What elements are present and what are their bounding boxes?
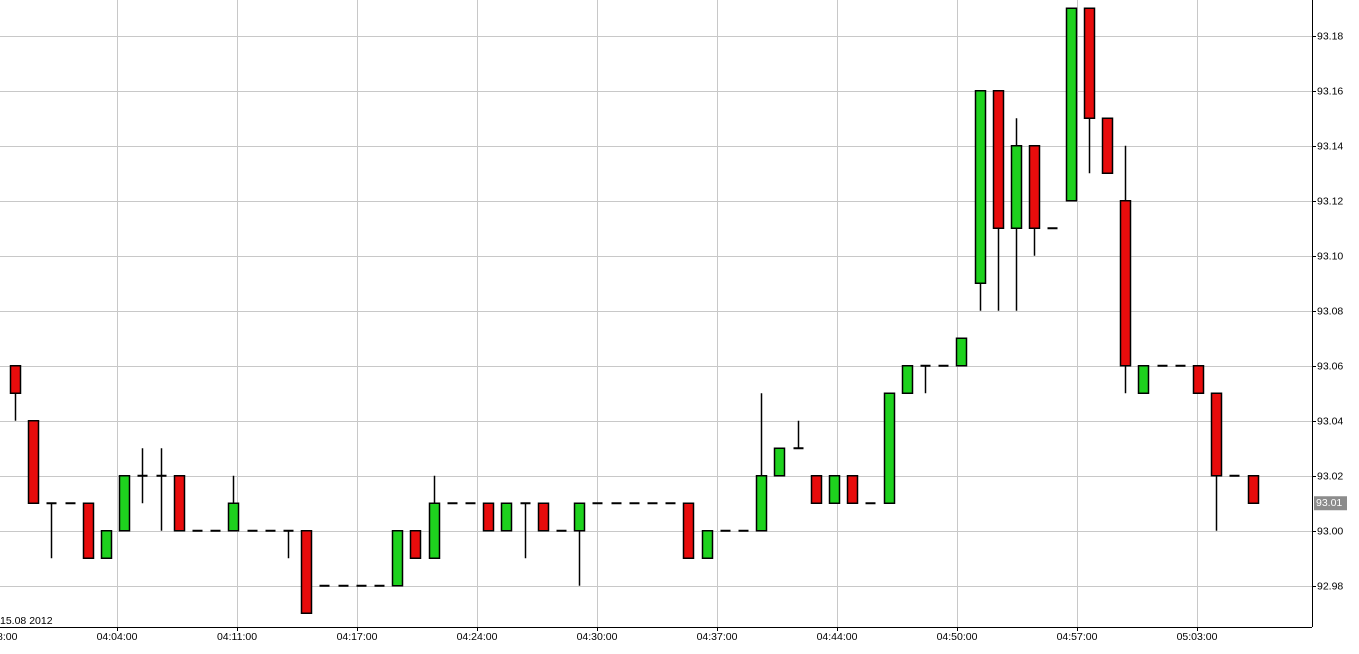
candle-body (1119, 200, 1132, 367)
candle-body (1247, 475, 1260, 504)
candle-body (1210, 392, 1223, 477)
candle-body (118, 475, 131, 532)
x-tick-label: 04:50:00 (937, 631, 978, 643)
candle-body (100, 530, 113, 559)
x-tick-label: 04:57:00 (1057, 631, 1098, 643)
candle-body (1101, 117, 1114, 174)
y-tick-label: 93.04 (1317, 415, 1343, 427)
date-label: 15.08 2012 (0, 615, 53, 627)
y-tick-label: 92.98 (1317, 580, 1343, 592)
last-price-box (1314, 496, 1347, 511)
candle-body (1010, 145, 1023, 229)
y-tick-label: 93.10 (1317, 250, 1343, 262)
x-tick-label: 04:44:00 (817, 631, 858, 643)
candle-body (992, 90, 1005, 229)
y-tick-label: 93.06 (1317, 360, 1343, 372)
candle-body (682, 502, 695, 559)
last-price-label: 93.01 (1316, 497, 1342, 509)
candle-body (82, 502, 95, 559)
candle-body (500, 502, 513, 532)
y-tick-label: 93.08 (1317, 305, 1343, 317)
x-tick-label: 04:24:00 (457, 631, 498, 643)
x-tick-label: 04:17:00 (337, 631, 378, 643)
candle-body (901, 365, 914, 394)
x-tick-label: 04:04:00 (97, 631, 138, 643)
candle-body (883, 392, 896, 504)
x-tick-label: 03:58:00 (0, 631, 18, 643)
candle-body (1083, 7, 1096, 119)
candle-body (828, 475, 841, 504)
x-tick-label: 04:37:00 (697, 631, 738, 643)
candle-body (701, 530, 714, 559)
candle-body (773, 447, 786, 477)
x-tick-label: 04:30:00 (577, 631, 618, 643)
candle-body (1192, 365, 1205, 394)
candle-body (955, 337, 968, 367)
x-tick-label: 05:03:00 (1177, 631, 1218, 643)
candle-body (573, 502, 586, 532)
candle-body (409, 530, 422, 559)
candle-body (391, 530, 404, 587)
y-tick-label: 93.12 (1317, 195, 1343, 207)
y-tick-label: 93.16 (1317, 85, 1343, 97)
candle-body (755, 475, 768, 532)
candle-body (810, 475, 823, 504)
candle-body (482, 502, 495, 532)
candle-body (227, 502, 240, 532)
candle-body (1028, 145, 1041, 229)
x-tick-label: 04:11:00 (217, 631, 257, 643)
candle-body (9, 365, 22, 394)
candle-body (846, 475, 859, 504)
candle-body (974, 90, 987, 284)
candle-body (537, 502, 550, 532)
candle-body (27, 420, 40, 504)
candle-body (173, 475, 186, 532)
candle-body (1137, 365, 1150, 394)
candle-body (1065, 7, 1078, 202)
y-tick-label: 93.02 (1317, 470, 1343, 482)
candle-body (428, 502, 441, 559)
candle-body (300, 530, 313, 614)
y-tick-label: 93.14 (1317, 140, 1343, 152)
y-tick-label: 93.00 (1317, 525, 1343, 537)
y-tick-label: 93.18 (1317, 30, 1343, 42)
